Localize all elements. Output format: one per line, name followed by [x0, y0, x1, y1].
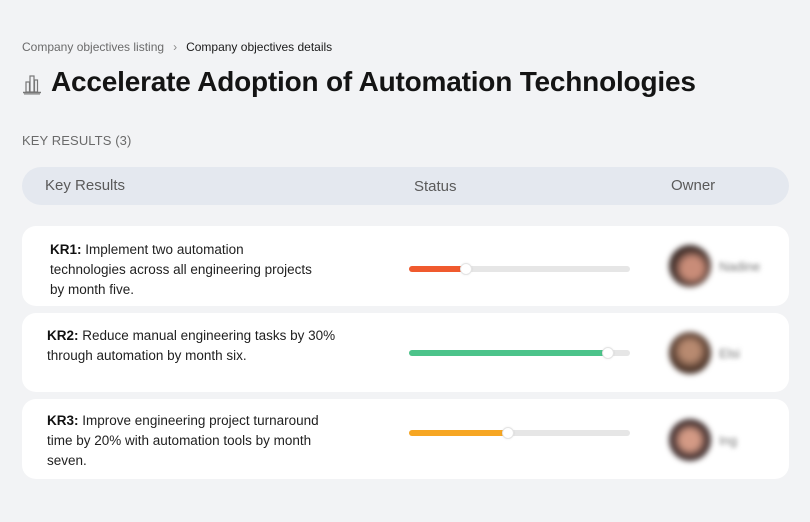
- owner-cell[interactable]: Nadine: [669, 245, 760, 287]
- key-result-description: KR2: Reduce manual engineering tasks by …: [47, 328, 336, 363]
- progress-handle: [460, 263, 473, 275]
- table-header: Key Results Status Owner: [22, 167, 789, 205]
- status-progress-bar: [409, 427, 630, 439]
- key-result-code: KR3:: [47, 413, 79, 428]
- key-results-count-label: KEY RESULTS (3): [22, 133, 132, 148]
- title-row: Accelerate Adoption of Automation Techno…: [22, 66, 696, 98]
- key-result-row[interactable]: KR3: Improve engineering project turnaro…: [22, 399, 789, 479]
- key-result-row[interactable]: KR1: Implement two automation technologi…: [22, 226, 789, 306]
- breadcrumb-current: Company objectives details: [186, 40, 333, 54]
- avatar: [669, 419, 711, 461]
- key-result-code: KR1:: [50, 242, 82, 257]
- key-result-row[interactable]: KR2: Reduce manual engineering tasks by …: [22, 313, 789, 392]
- avatar: [669, 245, 711, 287]
- status-progress-bar: [409, 347, 630, 359]
- chevron-right-icon: ›: [173, 40, 178, 54]
- progress-handle: [502, 427, 515, 439]
- owner-name: Nadine: [719, 258, 761, 274]
- key-result-description: KR1: Implement two automation technologi…: [50, 242, 312, 297]
- key-result-code: KR2:: [47, 328, 79, 343]
- column-header-key-results: Key Results: [45, 177, 126, 194]
- owner-name: Elsi: [719, 345, 740, 361]
- owner-name: Ing: [719, 432, 738, 448]
- column-header-status: Status: [414, 178, 457, 195]
- breadcrumb-link-listing[interactable]: Company objectives listing: [22, 40, 165, 54]
- status-progress-bar: [409, 263, 630, 275]
- progress-fill: [409, 430, 509, 436]
- buildings-icon: [23, 75, 41, 95]
- column-header-owner: Owner: [671, 177, 716, 194]
- key-result-description: KR3: Improve engineering project turnaro…: [47, 413, 319, 468]
- owner-cell[interactable]: Elsi: [669, 332, 740, 374]
- progress-handle: [601, 347, 614, 359]
- page-title: Accelerate Adoption of Automation Techno…: [51, 66, 696, 97]
- progress-fill: [409, 266, 467, 272]
- breadcrumb: Company objectives listing › Company obj…: [22, 40, 332, 54]
- progress-fill: [409, 350, 608, 356]
- owner-cell[interactable]: Ing: [669, 419, 737, 461]
- avatar: [669, 332, 711, 374]
